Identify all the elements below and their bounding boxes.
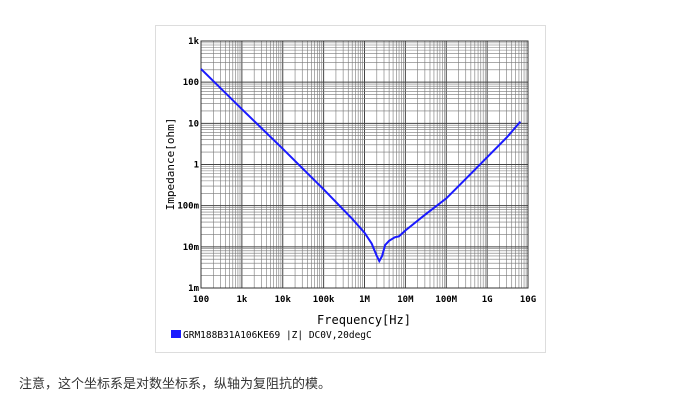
legend-label: GRM188B31A106KE69 |Z| DC0V,20degC [183, 330, 372, 341]
caption-text: 注意，这个坐标系是对数坐标系，纵轴为复阻抗的模。 [19, 377, 332, 392]
legend-swatch [171, 330, 181, 338]
y-tick-label: 1 [194, 161, 199, 171]
y-tick-label: 10 [188, 119, 199, 129]
y-tick-label: 10m [183, 243, 200, 253]
y-tick-label: 1m [188, 284, 199, 294]
x-tick-label: 10M [397, 295, 414, 305]
y-tick-label: 100 [183, 78, 199, 88]
impedance-chart: 100 1k 10k 100k 1M 10M 100M 1G 10G 1m 10m 100m 1 10 10… [164, 37, 536, 341]
plot-border [200, 40, 529, 289]
series-line-impedance [200, 68, 522, 264]
x-tick-label: 1G [482, 295, 493, 305]
x-tick-label: 1k [236, 295, 247, 305]
x-tick-label: 1M [359, 295, 370, 305]
y-axis-label: Impedance[ohm] [164, 118, 177, 211]
chart-image-frame: 100 1k 10k 100k 1M 10M 100M 1G 10G 1m 10m 100m 1 10 10… [155, 25, 546, 353]
x-tick-label: 100 [193, 295, 209, 305]
x-tick-label: 10k [275, 295, 292, 305]
y-tick-label: 100m [177, 202, 199, 212]
y-tick-label: 1k [188, 37, 199, 47]
x-tick-label: 100k [313, 295, 335, 305]
x-axis-label: Frequency[Hz] [317, 313, 411, 327]
x-tick-label: 10G [520, 295, 536, 305]
x-tick-label: 100M [435, 295, 457, 305]
